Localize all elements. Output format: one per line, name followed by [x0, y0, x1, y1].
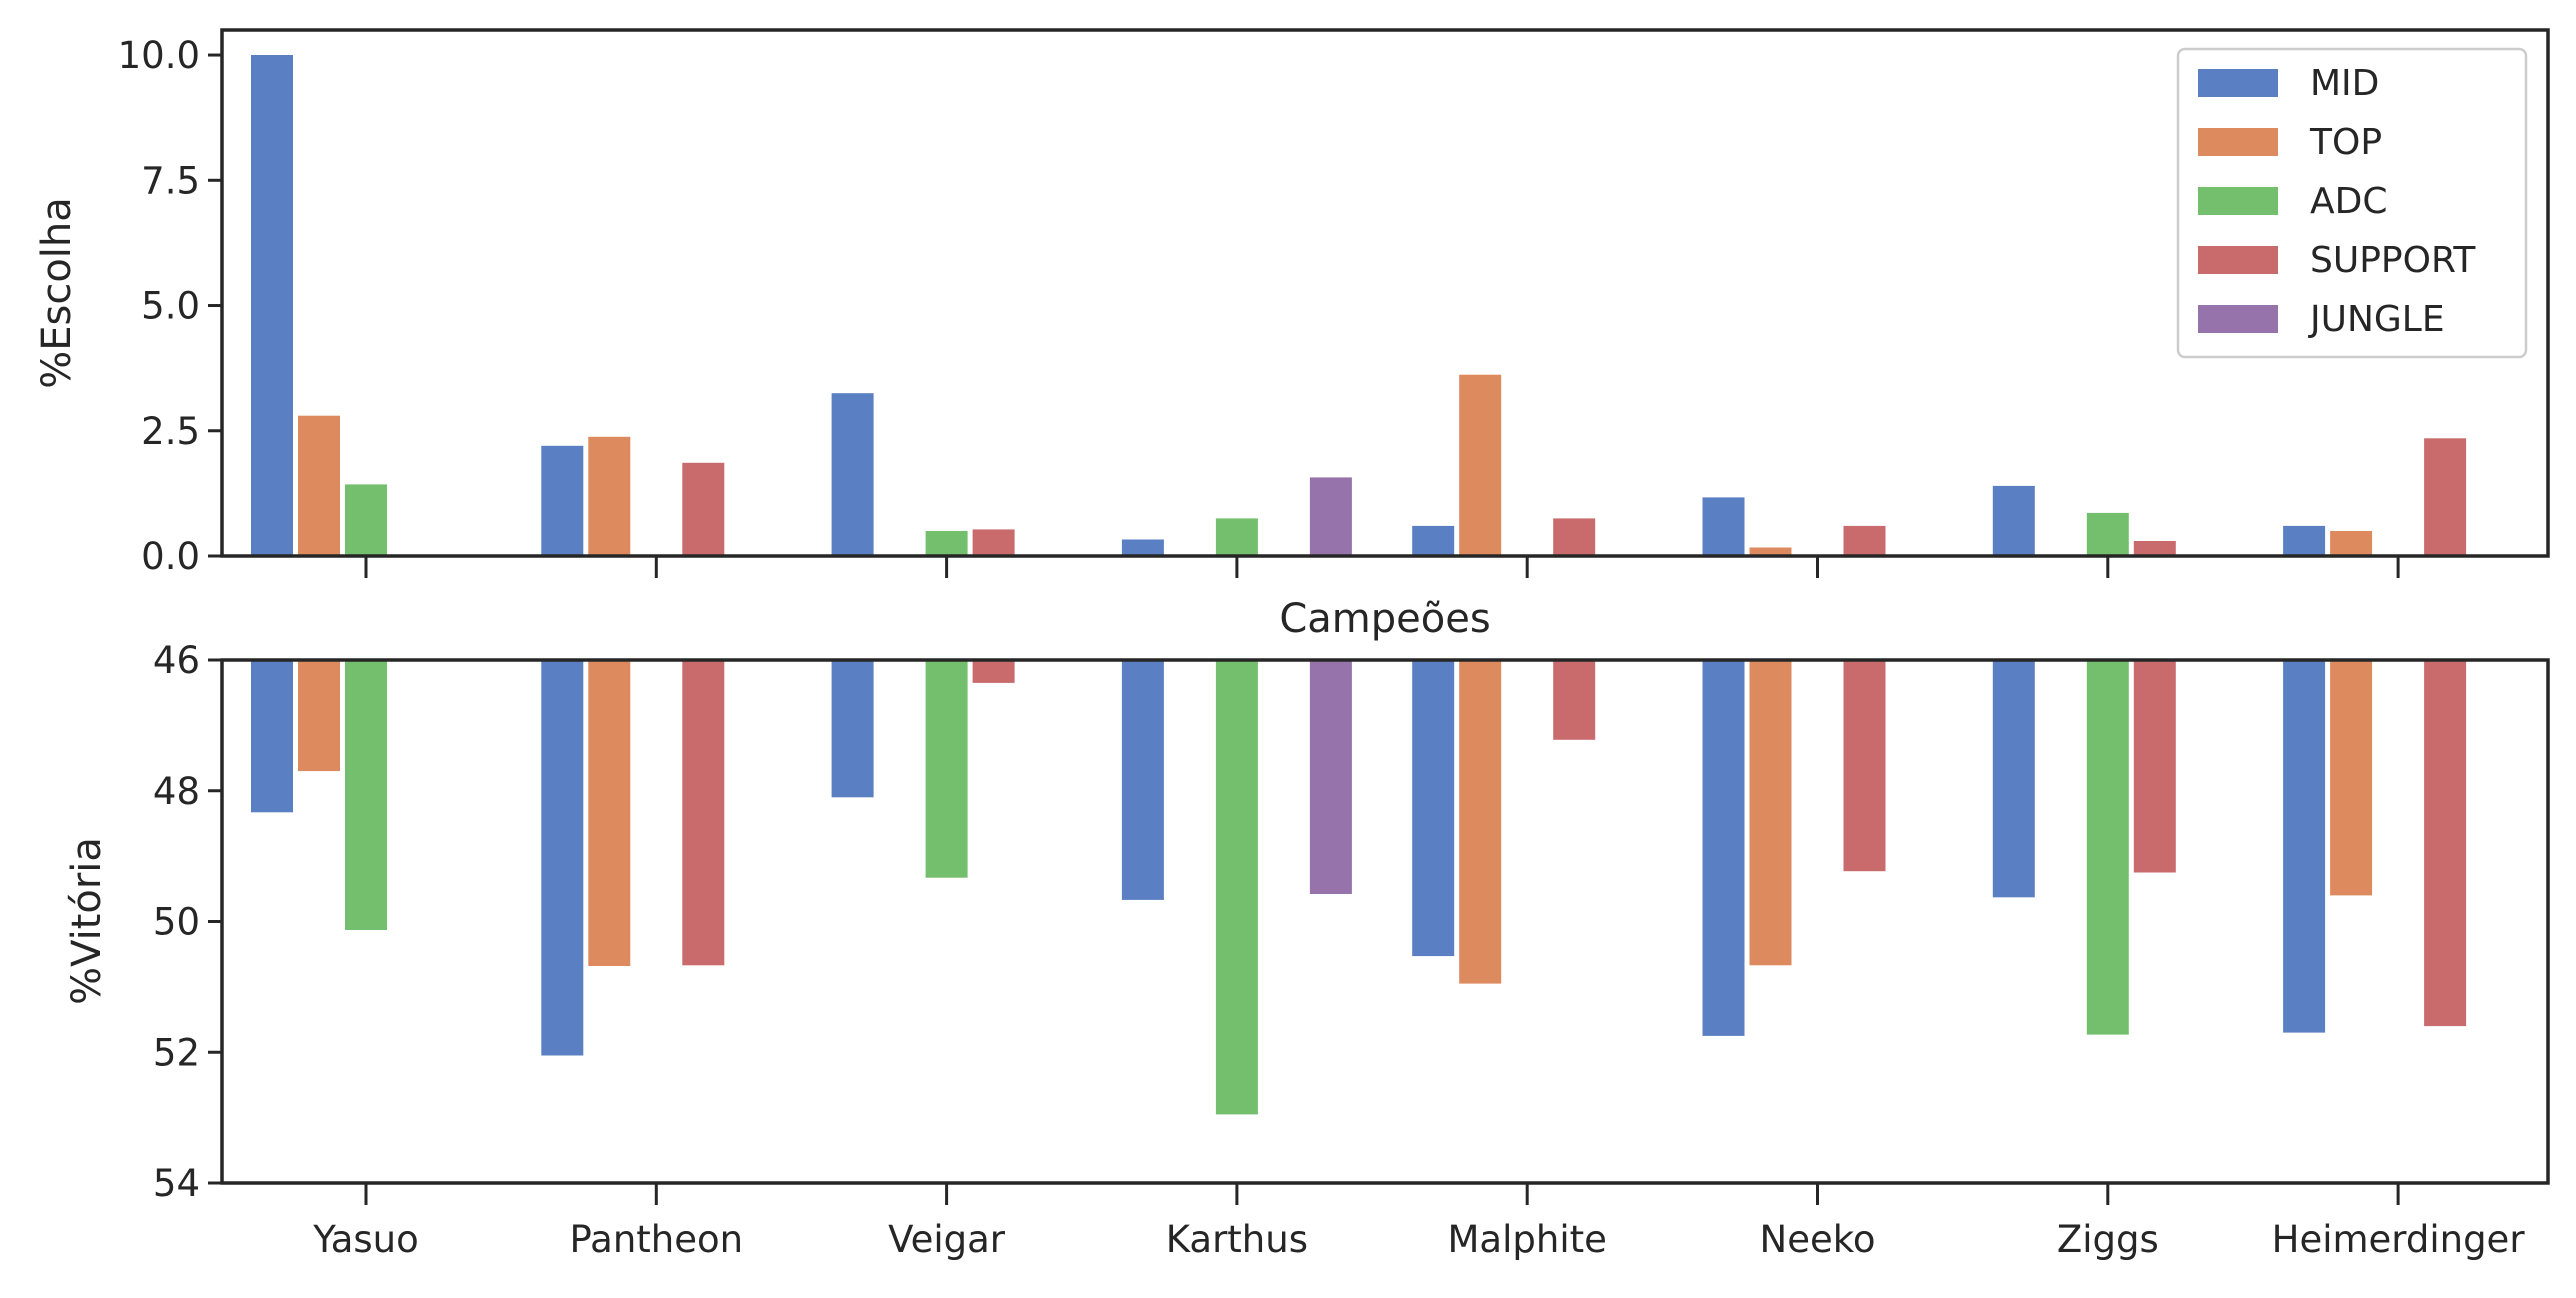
legend-label-mid: MID	[2310, 63, 2379, 104]
y-axis-label-vitoria: %Vitória	[64, 837, 110, 1005]
bar-top-malphite	[1459, 660, 1502, 984]
bar-mid-malphite	[1412, 660, 1455, 957]
legend-box	[2176, 47, 2528, 359]
bar-top-pantheon	[588, 660, 631, 966]
x-tick-label-veigar: Veigar	[888, 1218, 1006, 1261]
bar-mid-pantheon	[541, 445, 584, 556]
legend-label-adc: ADC	[2310, 181, 2387, 222]
y-tick-label: 54	[153, 1162, 200, 1205]
bar-support-malphite	[1553, 660, 1596, 740]
escolha-panel: 0.0 2.5 5.0 7.5 10.0	[118, 28, 2550, 578]
legend-label-jungle: JUNGLE	[2308, 299, 2445, 340]
bar-support-neeko	[1843, 525, 1886, 556]
legend-swatch-support	[2198, 246, 2278, 274]
bar-mid-heimerdinger	[2283, 525, 2326, 556]
y-tick-label: 7.5	[141, 159, 200, 202]
x-tick-label-neeko: Neeko	[1760, 1218, 1876, 1261]
y-tick-label: 52	[153, 1031, 200, 1074]
bar-adc-ziggs	[2086, 660, 2129, 1035]
bar-support-neeko	[1843, 660, 1886, 872]
bar-mid-neeko	[1702, 660, 1745, 1036]
bar-adc-karthus	[1215, 660, 1258, 1115]
bar-support-pantheon	[682, 660, 725, 966]
legend-swatch-jungle	[2198, 305, 2278, 333]
bar-support-ziggs	[2133, 660, 2176, 873]
bar-adc-yasuo	[345, 660, 387, 930]
bar-support-heimerdinger	[2424, 660, 2467, 1027]
legend-swatch-mid	[2198, 69, 2278, 97]
bar-top-yasuo	[298, 415, 340, 556]
bar-jungle-karthus	[1309, 660, 1352, 894]
bar-mid-ziggs	[1992, 660, 2035, 898]
bar-adc-yasuo	[345, 484, 387, 556]
legend-swatch-adc	[2198, 187, 2278, 215]
bar-top-malphite	[1459, 374, 1502, 556]
bar-mid-ziggs	[1992, 485, 2035, 556]
bar-adc-veigar	[925, 660, 968, 878]
bar-top-heimerdinger	[2330, 531, 2373, 556]
axes-frame	[220, 28, 2550, 558]
bar-jungle-karthus	[1309, 477, 1352, 556]
bar-mid-heimerdinger	[2283, 660, 2326, 1033]
y-axis-label-escolha: %Escolha	[34, 197, 80, 389]
bar-top-neeko	[1749, 660, 1792, 966]
bar-top-yasuo	[298, 660, 340, 772]
vitoria-panel: 46 48 50 52 54 Yasuo Pantheon Veigar Karthus Malp…	[153, 639, 2550, 1261]
bar-support-ziggs	[2133, 541, 2176, 556]
bar-mid-karthus	[1121, 539, 1164, 556]
bar-support-pantheon	[682, 462, 725, 556]
x-tick-label-karthus: Karthus	[1166, 1218, 1308, 1261]
bar-mid-neeko	[1702, 497, 1745, 556]
legend: MID TOP ADC SUPPORT JUNGLE	[2176, 47, 2528, 359]
bar-mid-veigar	[831, 660, 874, 798]
x-tick-label-pantheon: Pantheon	[570, 1218, 744, 1261]
x-tick-label-heimerdinger: Heimerdinger	[2272, 1218, 2526, 1261]
bar-mid-yasuo	[251, 55, 293, 556]
bar-top-heimerdinger	[2330, 660, 2373, 896]
bar-top-neeko	[1749, 547, 1792, 556]
y-tick-label: 10.0	[118, 34, 200, 77]
legend-swatch-top	[2198, 128, 2278, 156]
bar-mid-pantheon	[541, 660, 584, 1056]
legend-label-top: TOP	[2309, 122, 2382, 163]
bar-mid-veigar	[831, 393, 874, 556]
y-tick-label: 48	[153, 770, 200, 813]
bar-support-veigar	[972, 529, 1015, 556]
x-tick-label-ziggs: Ziggs	[2057, 1218, 2159, 1261]
x-tick-label-malphite: Malphite	[1448, 1218, 1607, 1261]
bar-support-malphite	[1553, 518, 1596, 556]
bar-adc-veigar	[925, 531, 968, 556]
bar-mid-malphite	[1412, 525, 1455, 556]
bar-mid-yasuo	[251, 660, 293, 813]
y-tick-label: 0.0	[141, 535, 200, 578]
bar-top-pantheon	[588, 436, 631, 556]
x-tick-label-yasuo: Yasuo	[312, 1218, 419, 1261]
legend-label-support: SUPPORT	[2310, 240, 2476, 281]
y-tick-label: 46	[153, 639, 200, 682]
y-tick-label: 50	[153, 901, 200, 944]
bar-support-veigar	[972, 660, 1015, 683]
bar-adc-ziggs	[2086, 512, 2129, 556]
x-axis-label-campeoes: Campeões	[1279, 596, 1490, 642]
bar-support-heimerdinger	[2424, 438, 2467, 556]
bar-adc-karthus	[1215, 518, 1258, 556]
y-tick-label: 5.0	[141, 285, 200, 328]
y-tick-label: 2.5	[141, 410, 200, 453]
bar-mid-karthus	[1121, 660, 1164, 900]
